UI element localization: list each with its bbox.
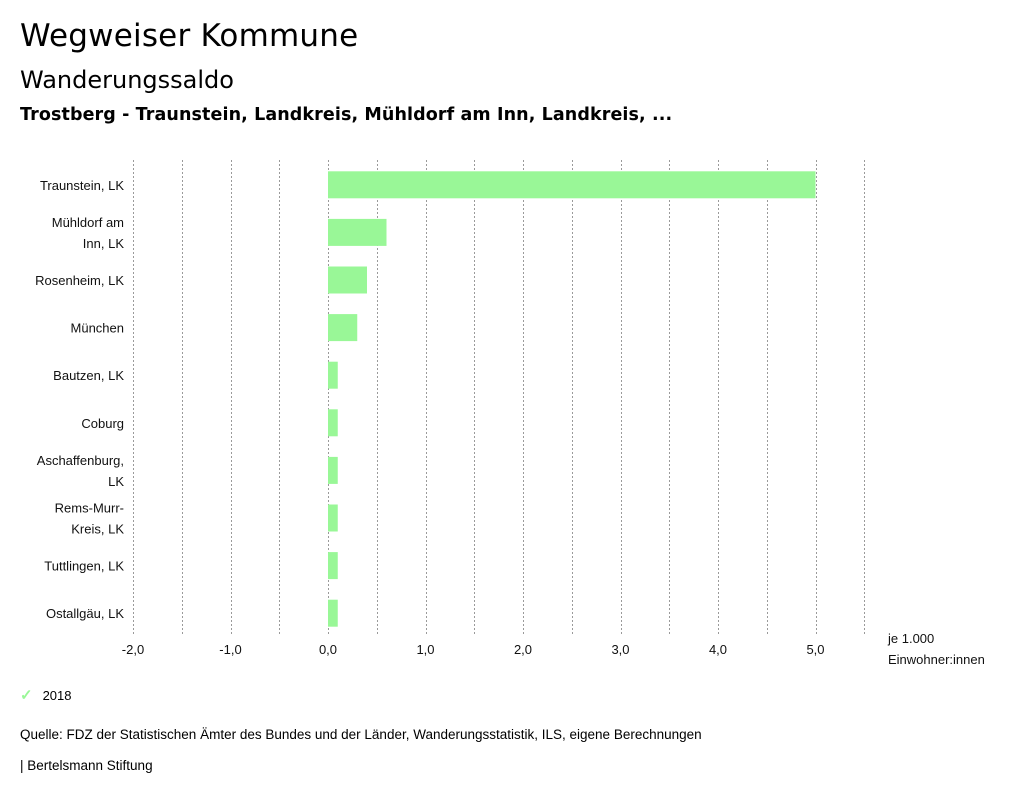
grid-layer	[133, 160, 865, 636]
bar-chart: Traunstein, LK Mühldorf am Inn, LK Rosenhei…	[35, 160, 985, 667]
chart-subtitle: Trostberg - Traunstein, Landkreis, Mühld…	[20, 105, 673, 125]
tick-label: 2,0	[514, 642, 532, 657]
bar	[328, 456, 338, 484]
category-label: Tuttlingen, LK	[44, 559, 124, 574]
category-label: München	[71, 321, 124, 336]
category-label: Inn, LK	[83, 236, 125, 251]
bar	[328, 599, 338, 627]
category-label: Aschaffenburg,	[37, 453, 124, 468]
category-label: LK	[108, 474, 124, 489]
bar	[328, 552, 338, 580]
bar	[328, 361, 338, 389]
category-label: Ostallgäu, LK	[46, 606, 124, 621]
category-label: Mühldorf am	[52, 215, 124, 230]
bar	[328, 218, 387, 246]
tick-label: 4,0	[709, 642, 727, 657]
bar	[328, 314, 358, 342]
axis-unit-label: Einwohner:innen	[888, 652, 985, 667]
legend[interactable]: ✓ 2018	[20, 686, 72, 704]
tick-label: -2,0	[122, 642, 144, 657]
category-label: Coburg	[81, 416, 124, 431]
bar	[328, 266, 367, 294]
bar	[328, 409, 338, 437]
category-label: Rosenheim, LK	[35, 273, 124, 288]
tick-label: 1,0	[416, 642, 434, 657]
tick-label: 5,0	[806, 642, 824, 657]
category-label: Rems-Murr-	[55, 501, 124, 516]
tick-label: -1,0	[219, 642, 241, 657]
bar-layer	[328, 171, 816, 627]
category-labels: Traunstein, LK Mühldorf am Inn, LK Rosenhei…	[35, 178, 124, 621]
tick-label: 3,0	[611, 642, 629, 657]
tick-label: 0,0	[319, 642, 337, 657]
app-title: Wegweiser Kommune	[20, 18, 359, 54]
chart-area: Traunstein, LK Mühldorf am Inn, LK Rosenhei…	[0, 150, 1024, 680]
footer-credit: | Bertelsmann Stiftung	[20, 758, 153, 773]
check-icon[interactable]: ✓	[20, 687, 33, 704]
bar	[328, 504, 338, 532]
axis-unit-label: je 1.000	[887, 631, 934, 646]
category-label: Kreis, LK	[71, 522, 124, 537]
source-note: Quelle: FDZ der Statistischen Ämter des …	[20, 727, 702, 742]
axis-title: je 1.000 Einwohner:innen	[887, 631, 985, 667]
legend-label: 2018	[42, 687, 72, 703]
chart-title: Wanderungssaldo	[20, 66, 234, 94]
bar	[328, 171, 816, 199]
category-label: Bautzen, LK	[53, 368, 124, 383]
category-label: Traunstein, LK	[40, 178, 124, 193]
tick-labels: -2,0 -1,0 0,0 1,0 2,0 3,0 4,0 5,0	[122, 642, 825, 657]
